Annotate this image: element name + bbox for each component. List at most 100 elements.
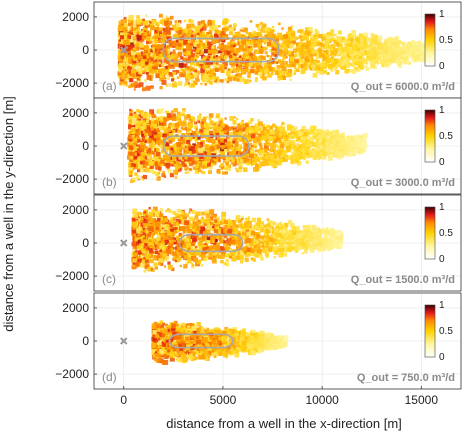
- plume-cell: [220, 31, 226, 37]
- plume-cell: [279, 76, 283, 81]
- plume-cell: [283, 69, 288, 75]
- plume-cell: [232, 23, 237, 27]
- plume-cell: [211, 49, 216, 55]
- plume-cell: [213, 63, 218, 68]
- plume-cell: [195, 49, 200, 54]
- plume-cell: [140, 38, 145, 42]
- plume-cell: [275, 38, 280, 42]
- plume-cell: [237, 73, 242, 78]
- plume-cell: [196, 55, 199, 59]
- plume-cell: [179, 149, 183, 153]
- plume-cell: [166, 132, 172, 138]
- plume-cell: [198, 120, 201, 123]
- plume-cell: [187, 133, 191, 137]
- plume-cell: [163, 133, 167, 138]
- plume-cell: [319, 153, 322, 156]
- plume-cell: [145, 54, 148, 58]
- plume-cell: [273, 158, 278, 163]
- plume-cell: [298, 34, 303, 39]
- plume-cell: [274, 53, 278, 57]
- plume-cell: [163, 136, 167, 140]
- plume-cell: [140, 115, 143, 119]
- plume-cell: [333, 48, 338, 52]
- plume-cell: [293, 72, 297, 75]
- plume-cell: [330, 131, 334, 136]
- plume-cell: [223, 18, 228, 23]
- plume-cell: [181, 72, 186, 78]
- plume-cell: [201, 165, 206, 169]
- plume-cell: [227, 44, 232, 49]
- plume-cell: [178, 163, 182, 167]
- plume-cell: [300, 64, 305, 69]
- plume-cell: [156, 24, 159, 27]
- plume-cell: [300, 38, 303, 42]
- plume-cell: [218, 165, 222, 168]
- plume-cell: [182, 63, 187, 68]
- plume-cell: [144, 24, 148, 28]
- plume-cell: [372, 50, 377, 55]
- plume-cell: [259, 38, 264, 43]
- panel-label: (b): [102, 175, 117, 189]
- plume-cell: [153, 66, 157, 70]
- plume-cell: [141, 120, 146, 124]
- plume-cell: [238, 163, 243, 167]
- plume-cell: [186, 74, 191, 79]
- plume-cell: [402, 50, 407, 54]
- plume-cell: [129, 110, 132, 114]
- plume-cell: [310, 56, 314, 60]
- plume-cell: [198, 152, 202, 156]
- plume-cell: [186, 45, 191, 50]
- plume-cell: [295, 62, 299, 66]
- plume-cell: [260, 46, 263, 49]
- plume-cell: [198, 66, 201, 69]
- plume-cell: [317, 135, 322, 140]
- plume-cell: [335, 137, 340, 142]
- plume-cell: [325, 58, 331, 64]
- plume-cell: [257, 68, 262, 73]
- plume-cell: [242, 37, 248, 43]
- plume-cell: [132, 134, 135, 138]
- plume-cell: [232, 133, 235, 136]
- plume-cell: [137, 120, 143, 125]
- plume-cell: [372, 41, 376, 45]
- y-tick-label: −2000: [55, 76, 89, 90]
- plume-cell: [366, 55, 372, 61]
- plume-cell: [198, 159, 202, 163]
- plume-cell: [263, 160, 269, 166]
- plume-cell: [364, 60, 368, 65]
- plume-cell: [217, 30, 222, 35]
- plume-cell: [407, 42, 412, 47]
- plume-cell: [150, 49, 154, 53]
- plume-cell: [182, 119, 187, 124]
- plume-cell: [207, 122, 211, 126]
- plume-cell: [129, 139, 132, 142]
- plume-cell: [153, 150, 158, 155]
- plume-cell: [260, 146, 263, 150]
- plume-cell: [145, 61, 149, 65]
- plume-cell: [200, 170, 205, 174]
- plume-cell: [263, 143, 268, 147]
- plume-cell: [373, 65, 377, 69]
- plume-cell: [195, 144, 200, 148]
- plume-cell: [267, 140, 271, 143]
- plume-cell: [139, 43, 145, 48]
- plume-cell: [317, 48, 321, 52]
- plume-cell: [156, 137, 160, 140]
- plume-cell: [230, 160, 235, 165]
- plume-cell: [370, 32, 375, 37]
- plume-cell: [154, 244, 158, 248]
- plume-cell: [145, 168, 150, 173]
- plume-cell: [198, 38, 203, 43]
- plume-cell: [123, 67, 126, 71]
- plume-cell: [246, 41, 251, 46]
- plume-cell: [165, 25, 170, 30]
- plume-cell: [200, 218, 206, 224]
- plume-cell: [239, 40, 242, 44]
- plume-cell: [359, 42, 364, 47]
- plume-cell: [155, 116, 159, 120]
- plume-cell: [301, 142, 307, 148]
- plume-cell: [390, 59, 394, 64]
- plume-cell: [260, 29, 264, 33]
- plume-cell: [232, 137, 238, 143]
- plume-cell: [166, 77, 170, 80]
